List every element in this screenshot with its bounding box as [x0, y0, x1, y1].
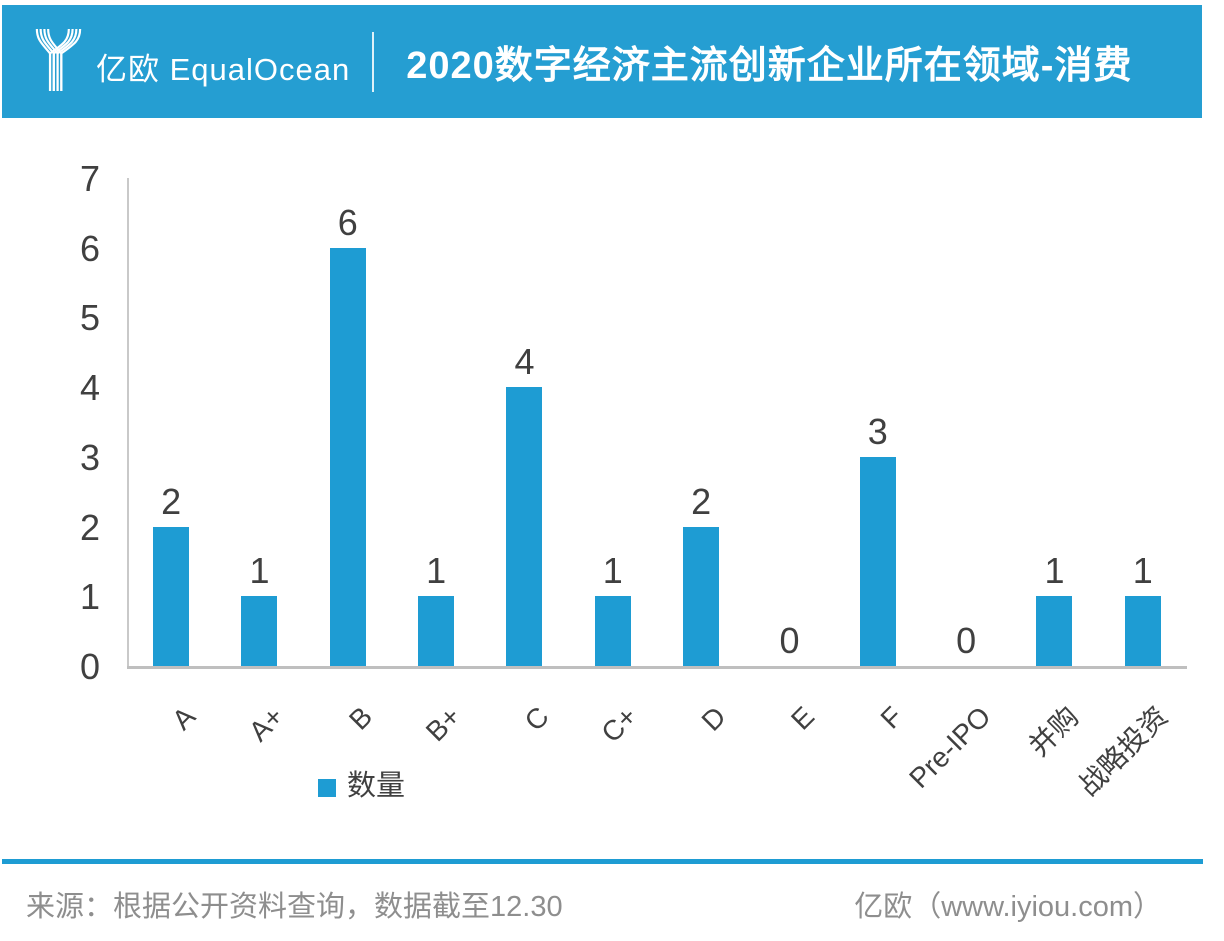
bar-B+: [418, 596, 455, 666]
bar-B: [329, 248, 366, 666]
value-label-A+: 1: [249, 550, 270, 591]
x-tick-label-C: C: [518, 700, 556, 737]
x-tick-label-D: D: [695, 700, 732, 737]
footer-divider: [2, 859, 1203, 864]
y-axis: [127, 178, 129, 668]
legend-swatch: [318, 779, 336, 797]
x-tick-label-A: A: [166, 700, 202, 736]
brand-name: 亿欧 EqualOcean: [96, 44, 350, 89]
value-label-并购: 1: [1044, 550, 1065, 591]
bar-C+: [594, 596, 631, 666]
page-title: 2020数字经济主流创新企业所在领域-消费: [406, 45, 1133, 87]
legend-label: 数量: [347, 770, 406, 802]
x-tick-label-B+: B+: [419, 700, 467, 748]
y-tick-label: 6: [79, 227, 100, 269]
brand-logo: 亿欧 EqualOcean: [35, 28, 350, 93]
x-tick-label-并购: 并购: [1023, 700, 1085, 763]
y-tick-label: 2: [79, 506, 100, 548]
footer-source: 来源：根据公开资料查询，数据截至12.30: [26, 891, 563, 923]
x-tick-label-Pre-IPO: Pre-IPO: [903, 700, 997, 795]
y-tick-label: 4: [79, 367, 100, 409]
x-tick-label-A+: A+: [243, 700, 291, 748]
value-label-Pre-IPO: 0: [956, 620, 977, 661]
y-tick-label: 7: [79, 158, 100, 199]
bar-并购: [1036, 596, 1073, 666]
header-bar: 亿欧 EqualOcean 2020数字经济主流创新企业所在领域-消费: [2, 5, 1202, 118]
value-label-B: 6: [337, 202, 358, 243]
y-tick-label: 5: [79, 297, 100, 339]
bar-F: [859, 457, 896, 666]
value-label-B+: 1: [426, 550, 447, 591]
bar-C: [506, 387, 543, 666]
value-label-D: 2: [691, 481, 712, 522]
bar-A+: [241, 596, 278, 666]
x-tick-label-F: F: [874, 700, 909, 735]
value-label-A: 2: [161, 481, 182, 522]
bar-A: [153, 527, 190, 666]
x-axis: [127, 666, 1187, 669]
x-tick-label-战略投资: 战略投资: [1072, 700, 1174, 802]
brand-name-en: EqualOcean: [169, 52, 351, 87]
value-label-C: 4: [514, 341, 535, 382]
value-label-E: 0: [779, 620, 800, 661]
y-tick-label: 3: [79, 436, 100, 478]
header-divider: [372, 31, 375, 92]
value-label-F: 3: [867, 411, 888, 452]
y-tick-label: 1: [79, 576, 100, 618]
footer-credit: 亿欧（www.iyiou.com）: [854, 891, 1162, 923]
x-tick-label-B: B: [343, 700, 379, 736]
equalocean-y-logo-icon: [35, 28, 82, 91]
brand-name-cn: 亿欧: [96, 52, 160, 87]
bar-战略投资: [1124, 596, 1161, 666]
x-tick-label-C+: C+: [595, 700, 644, 749]
y-tick-label: 0: [79, 646, 100, 687]
bar-D: [683, 527, 720, 666]
value-label-C+: 1: [602, 550, 623, 591]
legend: 数量: [318, 772, 405, 801]
x-tick-label-E: E: [784, 700, 820, 736]
value-label-战略投资: 1: [1132, 550, 1153, 591]
